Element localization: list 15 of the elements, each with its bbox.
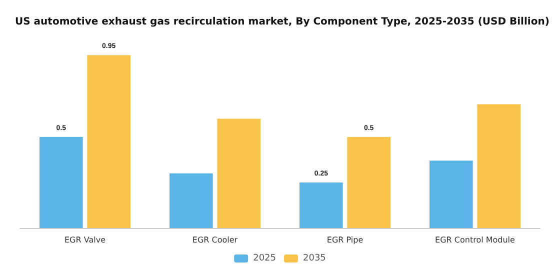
legend-label: 2035 [303, 254, 326, 264]
bar [87, 55, 130, 228]
bar [40, 137, 83, 228]
x-tick-label: EGR Pipe [326, 236, 364, 244]
x-tick-label: EGR Control Module [435, 236, 516, 244]
bar [347, 137, 390, 228]
bar [300, 182, 343, 228]
legend-label: 2025 [253, 254, 276, 264]
x-tick-label: EGR Valve [64, 236, 106, 244]
chart-title: US automotive exhaust gas recirculation market, By Component Type, 2025-2035 (USD Billion) [15, 16, 550, 28]
bar [217, 118, 260, 228]
x-tick-label: EGR Cooler [192, 236, 238, 244]
bar [430, 160, 473, 228]
bar [477, 104, 520, 228]
bar [170, 173, 213, 228]
